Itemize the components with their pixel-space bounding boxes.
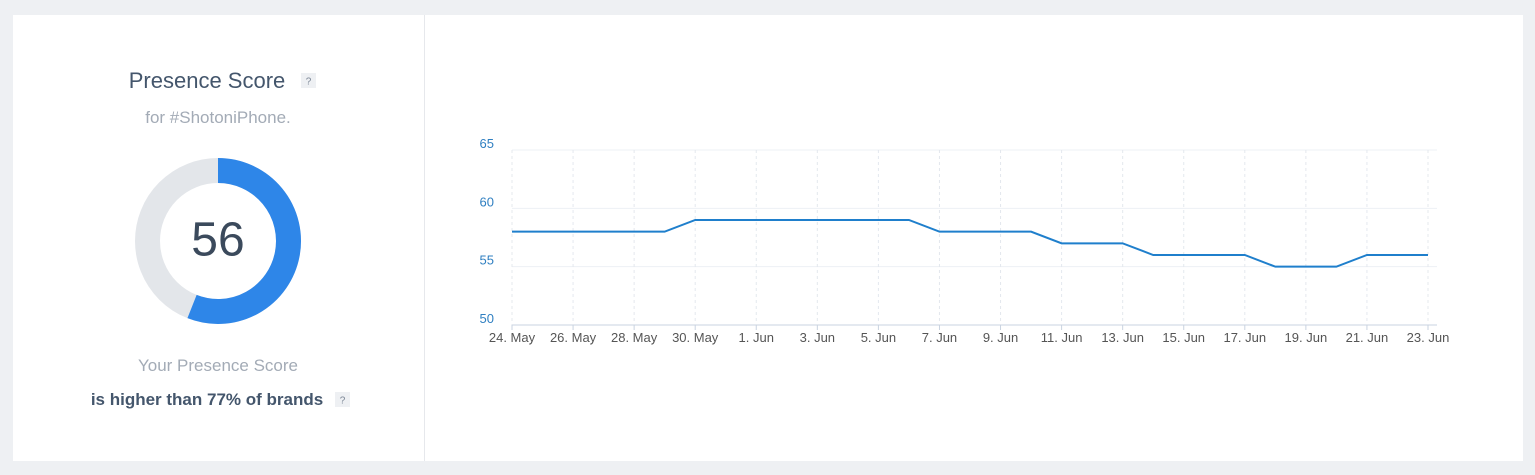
footer-line: is higher than 77% of brands — [91, 390, 323, 409]
help-icon[interactable]: ? — [306, 77, 312, 88]
x-tick-label: 30. May — [672, 330, 719, 345]
x-tick-label: 19. Jun — [1285, 330, 1328, 345]
y-tick-label: 60 — [480, 194, 494, 209]
x-tick-label: 17. Jun — [1223, 330, 1266, 345]
x-tick-label: 28. May — [611, 330, 658, 345]
x-tick-label: 24. May — [489, 330, 536, 345]
x-tick-label: 1. Jun — [739, 330, 774, 345]
x-tick-label: 13. Jun — [1101, 330, 1144, 345]
help-badge[interactable] — [301, 73, 316, 88]
x-tick-label: 7. Jun — [922, 330, 957, 345]
footer-line: Your Presence Score — [138, 356, 298, 375]
x-tick-label: 9. Jun — [983, 330, 1018, 345]
x-tick-label: 3. Jun — [800, 330, 835, 345]
score-value: 56 — [191, 214, 244, 267]
x-tick-label: 21. Jun — [1346, 330, 1389, 345]
panel-subtitle: for #ShotoniPhone. — [145, 108, 291, 127]
y-tick-label: 50 — [480, 311, 494, 326]
x-tick-label: 5. Jun — [861, 330, 896, 345]
x-tick-label: 26. May — [550, 330, 597, 345]
card — [13, 15, 1523, 461]
donut-value — [187, 158, 301, 324]
x-tick-label: 23. Jun — [1407, 330, 1450, 345]
panel-title: Presence Score — [129, 68, 286, 93]
help-icon[interactable]: ? — [340, 396, 346, 407]
y-tick-label: 55 — [480, 253, 494, 268]
help-badge[interactable] — [335, 392, 350, 407]
series-line — [512, 219, 1428, 268]
y-tick-label: 65 — [480, 136, 494, 151]
x-tick-label: 11. Jun — [1041, 330, 1083, 345]
x-tick-label: 15. Jun — [1162, 330, 1205, 345]
